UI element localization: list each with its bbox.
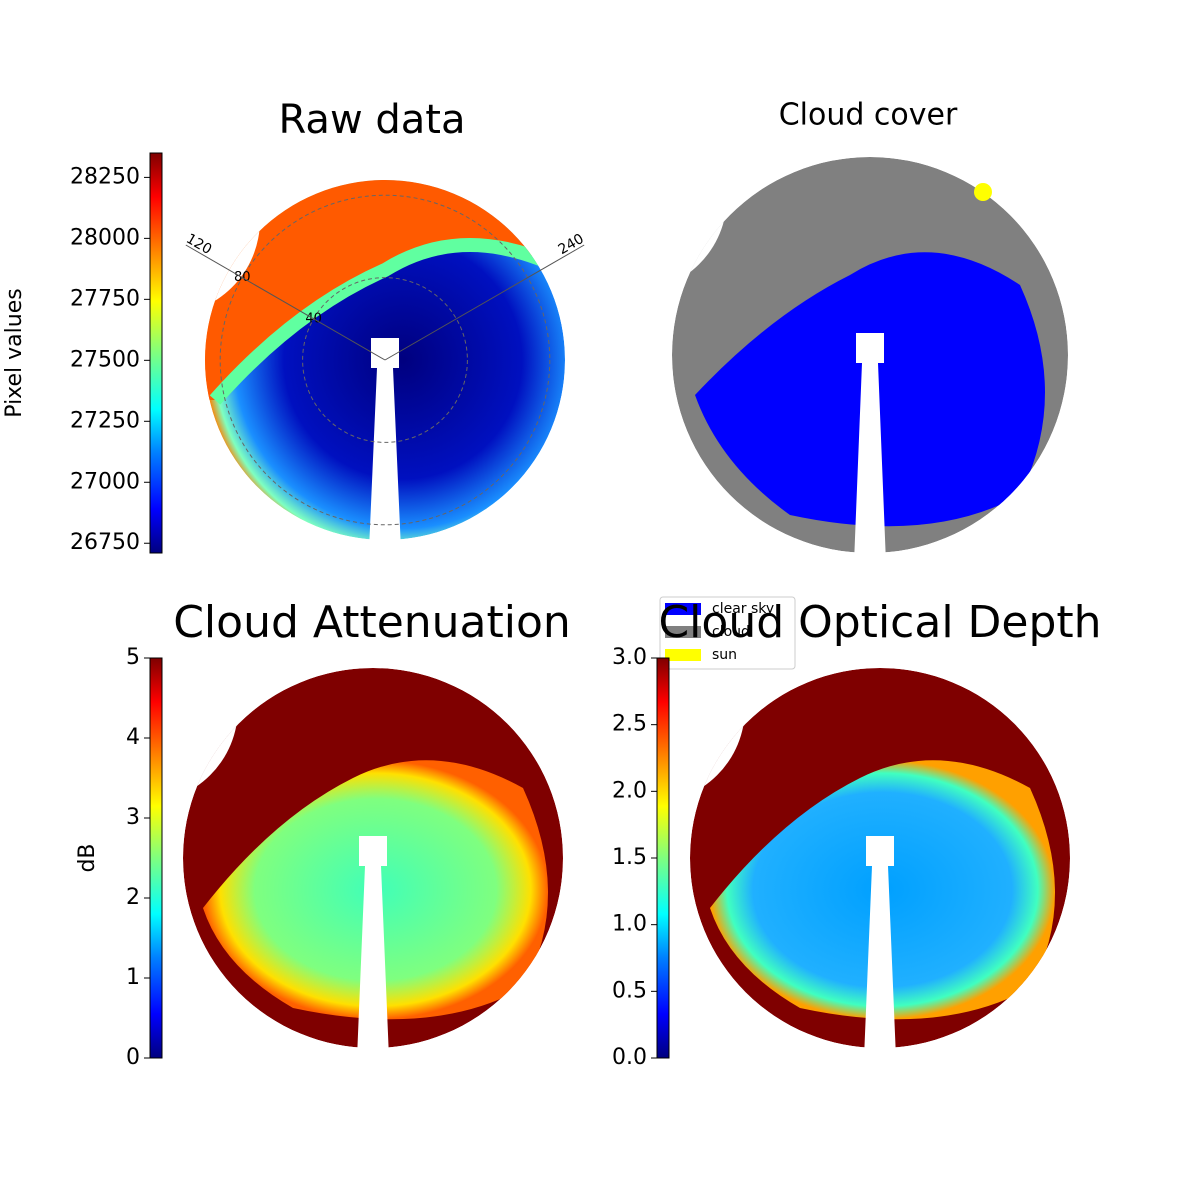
sky-layer: [672, 157, 1068, 553]
colorbar-tick-label: 28250: [70, 164, 140, 189]
cloud-region: [205, 180, 565, 400]
colorbar-tick-label: 0: [126, 1045, 140, 1070]
colorbar-tick-label: 0.5: [612, 978, 647, 1003]
azimuth-grid-line: [384, 244, 585, 361]
camera-mast: [864, 836, 896, 1058]
colorbar-tick-label: 27750: [70, 286, 140, 311]
panel-title: Cloud Attenuation: [173, 597, 571, 648]
legend-label: cloud: [712, 624, 750, 640]
colorbar-tick-label: 0.0: [612, 1045, 647, 1070]
colorbar-tick-label: 2.0: [612, 778, 647, 803]
sky-image: [672, 157, 1068, 563]
colorbar: [149, 152, 163, 554]
colorbar-tick-label: 4: [126, 725, 140, 750]
colorbar-tick-label: 27000: [70, 469, 140, 494]
legend-label: clear sky: [712, 601, 774, 617]
colorbar-tick-label: 3: [126, 805, 140, 830]
zenith-grid-circle: [219, 194, 551, 526]
colorbar-tick-label: 5: [126, 645, 140, 670]
colorbar-tick-label: 26750: [70, 530, 140, 555]
azimuth-grid-line: [185, 244, 386, 361]
zenith-grid-circle: [302, 277, 468, 443]
legend-swatch: [665, 649, 701, 661]
colorbar: [149, 657, 163, 1059]
colorbar-tick-label: 28000: [70, 225, 140, 250]
sky-layer: [205, 180, 565, 540]
azimuth-label: 120: [183, 231, 214, 258]
camera-mast: [854, 333, 886, 563]
colorbar-tick-label: 2.5: [612, 712, 647, 737]
legend-swatch: [665, 603, 701, 615]
panel-title: Cloud Optical Depth: [658, 597, 1101, 648]
sky-image: [690, 668, 1070, 1058]
legend-label: sun: [712, 647, 737, 663]
camera-mast: [357, 836, 389, 1058]
cloud-edge: [209, 238, 565, 405]
horizon-notch: [672, 157, 727, 292]
panel-title: Raw data: [279, 97, 466, 143]
colorbar-tick-label: 1: [126, 965, 140, 990]
colorbar-label: Pixel values: [2, 288, 27, 417]
colorbar-tick-label: 1.0: [612, 912, 647, 937]
sun-marker: [974, 183, 992, 201]
colorbar-tick-label: 1.5: [612, 845, 647, 870]
camera-mast: [369, 338, 401, 550]
colorbar-tick-label: 3.0: [612, 645, 647, 670]
colorbar: [656, 657, 670, 1059]
colorbar-tick-label: 27500: [70, 347, 140, 372]
azimuth-label: 240: [556, 231, 587, 258]
panel-title: Cloud cover: [779, 98, 958, 133]
colorbar-label: dB: [75, 843, 100, 872]
colorbar-tick-label: 27250: [70, 408, 140, 433]
legend-swatch: [665, 626, 701, 638]
sky-image: [183, 668, 563, 1058]
colorbar-tick-label: 2: [126, 885, 140, 910]
